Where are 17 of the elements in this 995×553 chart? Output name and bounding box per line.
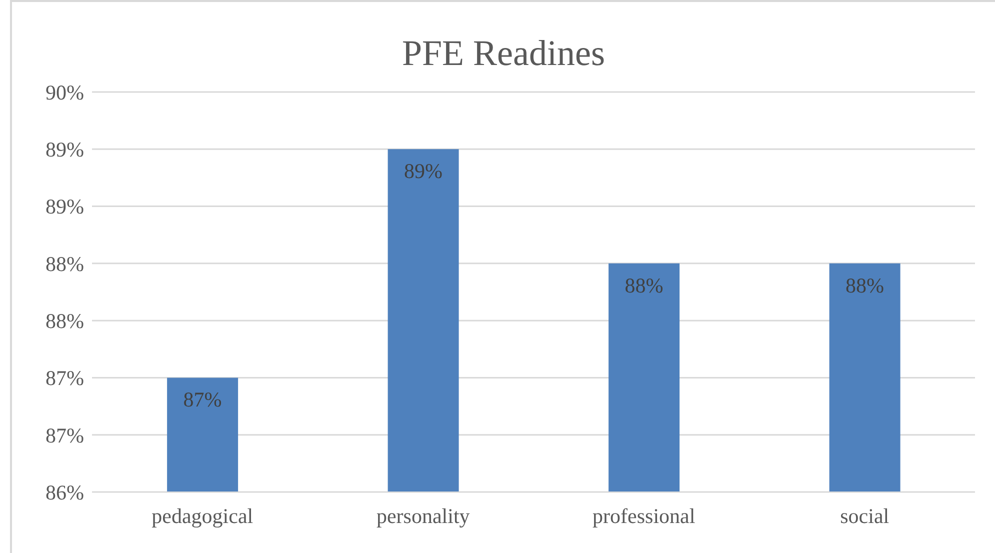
y-tick-label: 90% (46, 80, 84, 104)
data-label: 89% (404, 159, 443, 184)
y-tick-label: 86% (46, 480, 84, 504)
data-label: 87% (183, 388, 222, 412)
y-tick-label: 87% (46, 366, 84, 390)
x-tick-label: professional (592, 504, 696, 528)
x-tick-label: personality (376, 504, 470, 528)
x-tick-label: pedagogical (152, 504, 254, 528)
y-tick-label: 88% (46, 309, 84, 334)
chart-title: PFE Readines (401, 32, 606, 75)
y-tick-label: 89% (46, 194, 84, 219)
x-tick-label: social (840, 504, 890, 528)
data-label: 88% (624, 273, 664, 298)
y-tick-label: 88% (46, 252, 84, 276)
y-tick-label: 89% (46, 138, 84, 162)
data-label: 88% (846, 273, 884, 298)
y-tick-label: 87% (46, 423, 84, 448)
